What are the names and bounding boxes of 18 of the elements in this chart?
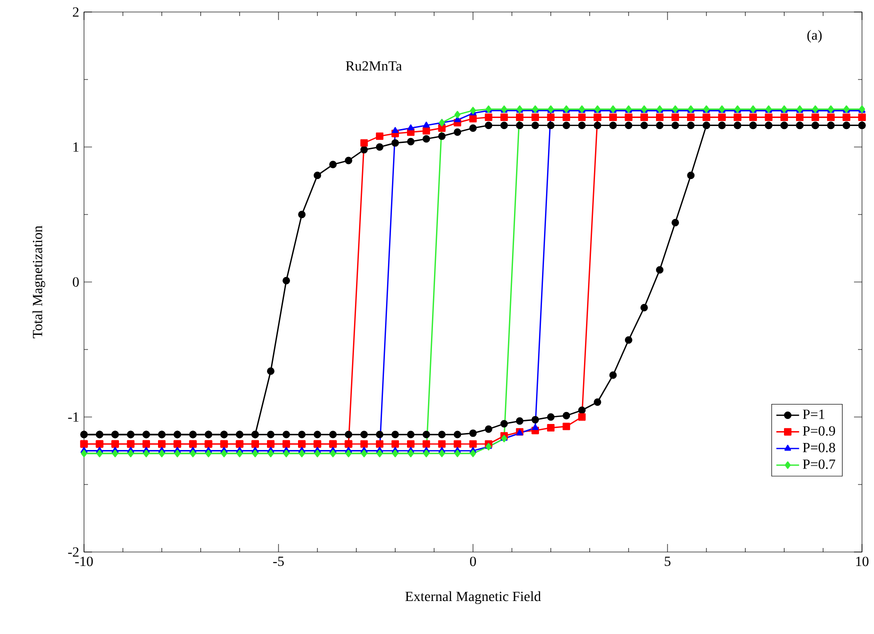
legend-label: P=0.9 (802, 426, 836, 436)
x-axis-title: External Magnetic Field (405, 591, 541, 604)
x-tick-label: -5 (273, 556, 284, 566)
annotation: (a) (807, 30, 822, 43)
x-tick-label: -10 (75, 556, 93, 566)
y-tick-label: 0 (72, 277, 79, 287)
y-tick-label: -1 (68, 412, 78, 422)
legend-label: P=1 (802, 410, 824, 419)
annotation: Ru2MnTa (346, 61, 402, 71)
y-tick-label: -2 (68, 547, 79, 557)
legend-label: P=0.8 (802, 442, 836, 452)
x-tick-label: 10 (856, 556, 868, 566)
y-tick-label: 1 (74, 142, 78, 152)
x-tick-label: 0 (470, 556, 476, 566)
legend-label: P=0.7 (802, 459, 836, 469)
x-tick-label: 5 (664, 556, 670, 566)
y-axis-title: Total Magnetization (32, 226, 46, 338)
y-tick-label: 2 (72, 7, 79, 17)
